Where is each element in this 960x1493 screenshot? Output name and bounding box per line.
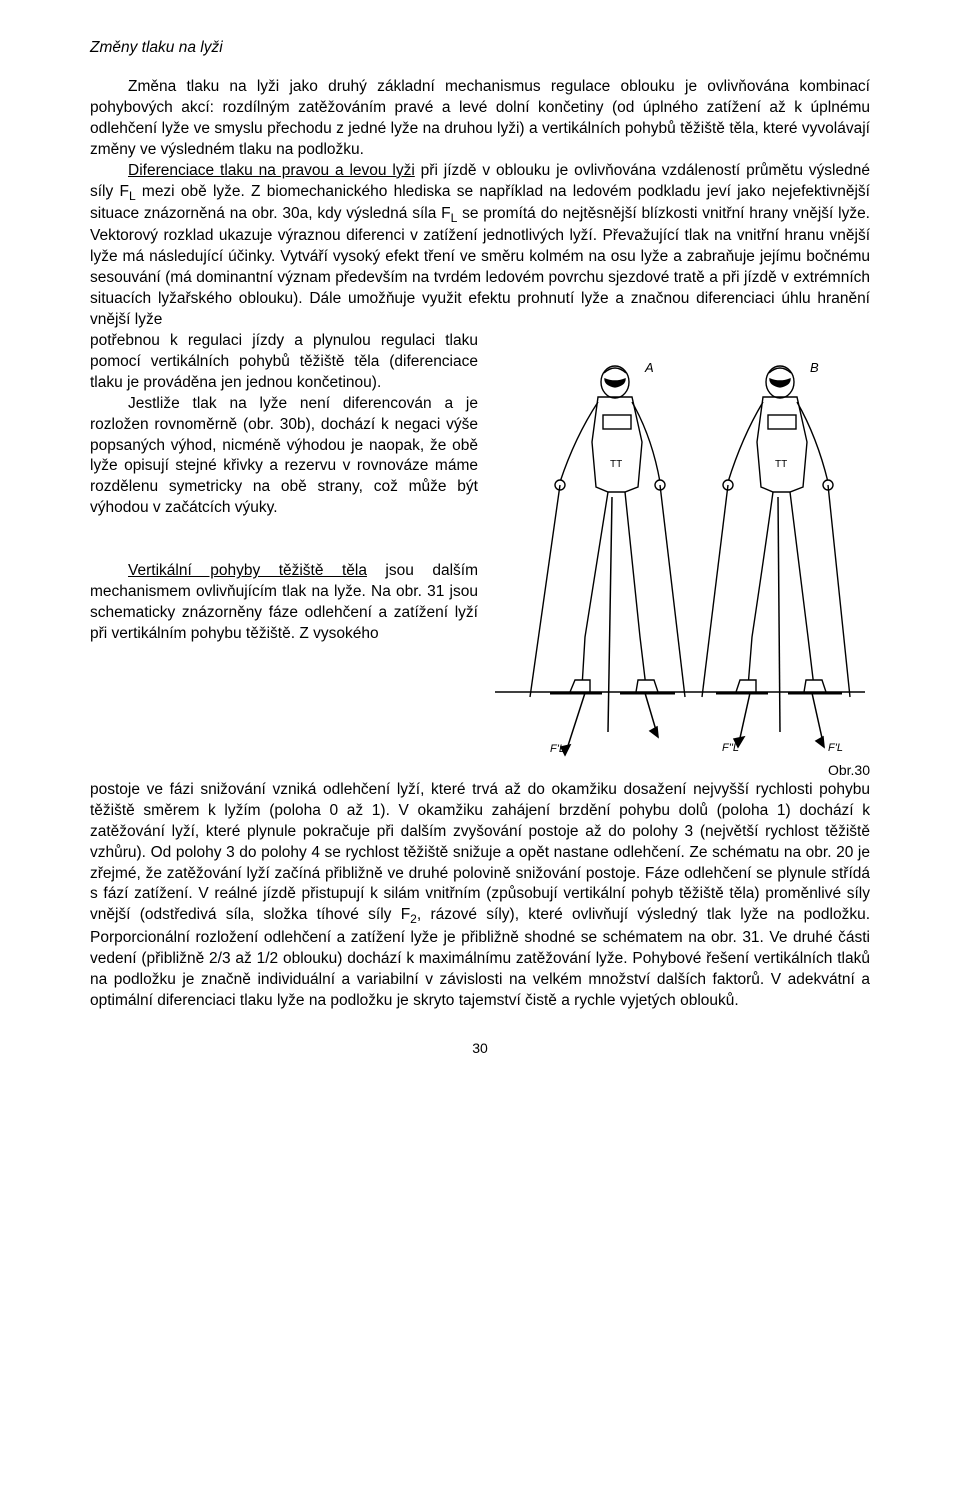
page-number: 30 xyxy=(90,1039,870,1058)
section-title: Změny tlaku na lyži xyxy=(90,38,870,59)
fig-label-fl-b2: F'L xyxy=(828,742,843,754)
fig-label-tt-b: TT xyxy=(775,459,787,470)
fig-label-fl-b1: F''L xyxy=(722,742,739,754)
fig-label-a: A xyxy=(644,360,654,375)
fig-label-b: B xyxy=(810,360,819,375)
para2-d: se promítá do nejtěsnější blízkosti vnit… xyxy=(90,205,870,328)
fig-label-tt-a: TT xyxy=(610,459,622,470)
paragraph-2-top: Diferenciace tlaku na pravou a levou lyž… xyxy=(90,161,870,331)
skier-diagram-svg: TT A F'L xyxy=(490,337,870,757)
para4-b: postoje ve fázi snižování vzniká odlehče… xyxy=(90,781,870,924)
subscript-2: 2 xyxy=(410,912,417,926)
figure-30: TT A F'L xyxy=(490,337,870,780)
paragraph-1: Změna tlaku na lyži jako druhý základní … xyxy=(90,77,870,161)
para2-underline: Diferenciace tlaku na pravou a levou lyž… xyxy=(128,162,415,179)
figure-caption: Obr.30 xyxy=(490,761,870,780)
subscript-L-1: L xyxy=(129,189,136,203)
fig-label-fl-a: F'L xyxy=(550,743,565,755)
para4-underline: Vertikální pohyby těžiště těla xyxy=(128,562,367,579)
paragraph-4-bottom: postoje ve fázi snižování vzniká odlehče… xyxy=(90,780,870,1012)
